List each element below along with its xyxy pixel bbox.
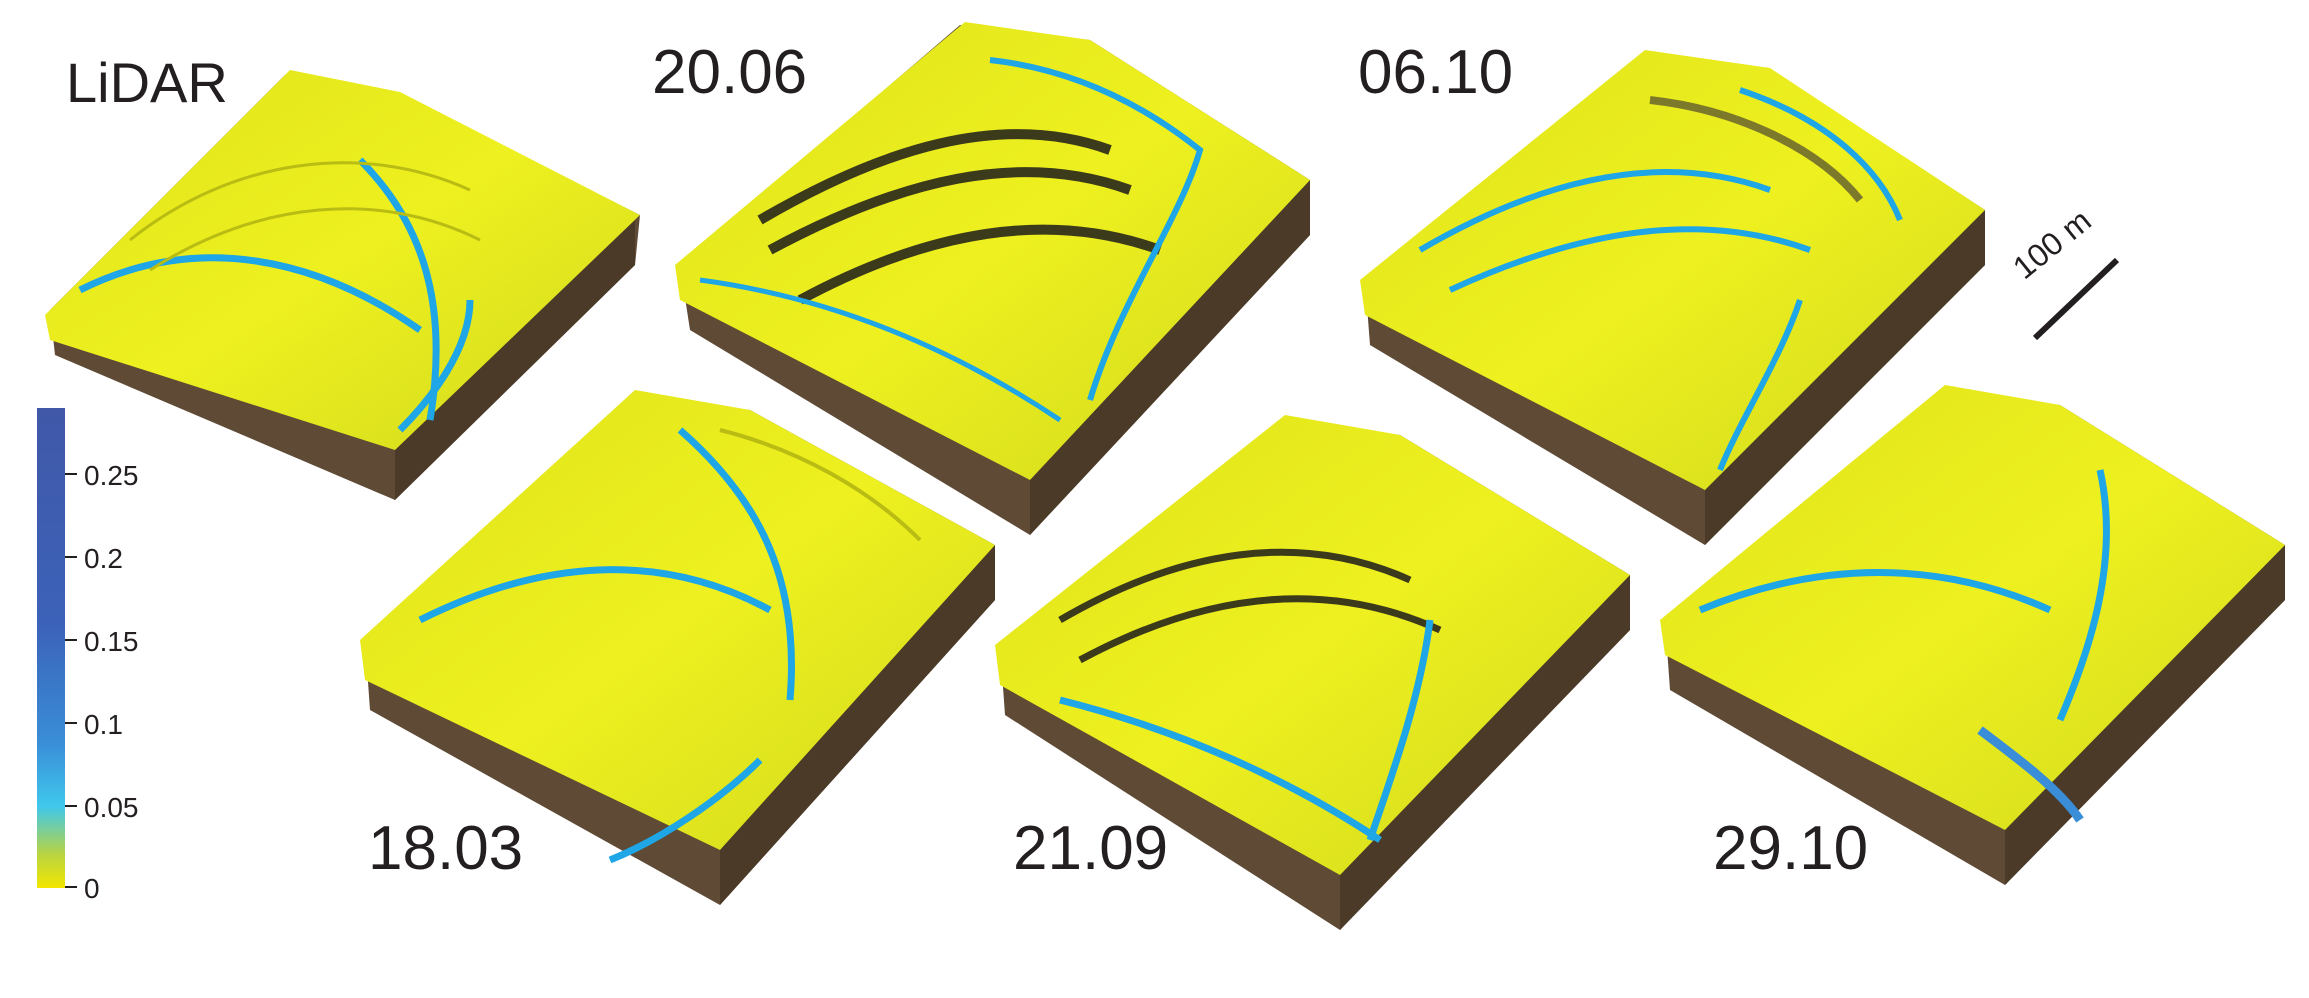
colorbar-tick-label: 0.15 bbox=[84, 626, 139, 657]
colorbar-tick-label: 0.1 bbox=[84, 709, 123, 740]
colorbar-tick bbox=[65, 886, 77, 888]
colorbar-tick-label: 0 bbox=[84, 873, 100, 904]
colorbar-tick-label: 0.2 bbox=[84, 543, 123, 574]
colorbar-tick-label: 0.05 bbox=[84, 792, 139, 823]
colorbar-tick bbox=[65, 473, 77, 475]
colorbar-tick bbox=[65, 639, 77, 641]
scale-bar-label: 100 m bbox=[2006, 202, 2098, 286]
colorbar-tick-label: 0.25 bbox=[84, 460, 139, 491]
terrain-block-0610 bbox=[1360, 50, 1985, 545]
terrain-block-lidar bbox=[45, 70, 640, 500]
panel-label-2109: 21.09 bbox=[1013, 814, 1169, 883]
panel-label-1803: 18.03 bbox=[368, 814, 524, 883]
colorbar-tick bbox=[65, 556, 77, 558]
terrain-block-2910 bbox=[1660, 385, 2285, 885]
colorbar bbox=[37, 408, 65, 888]
colorbar-tick bbox=[65, 805, 77, 807]
panel-label-0610: 06.10 bbox=[1358, 38, 1514, 107]
panel-label-2006: 20.06 bbox=[652, 38, 808, 107]
panel-label-lidar: LiDAR bbox=[66, 51, 228, 114]
colorbar-tick bbox=[65, 722, 77, 724]
panel-label-2910: 29.10 bbox=[1713, 814, 1869, 883]
